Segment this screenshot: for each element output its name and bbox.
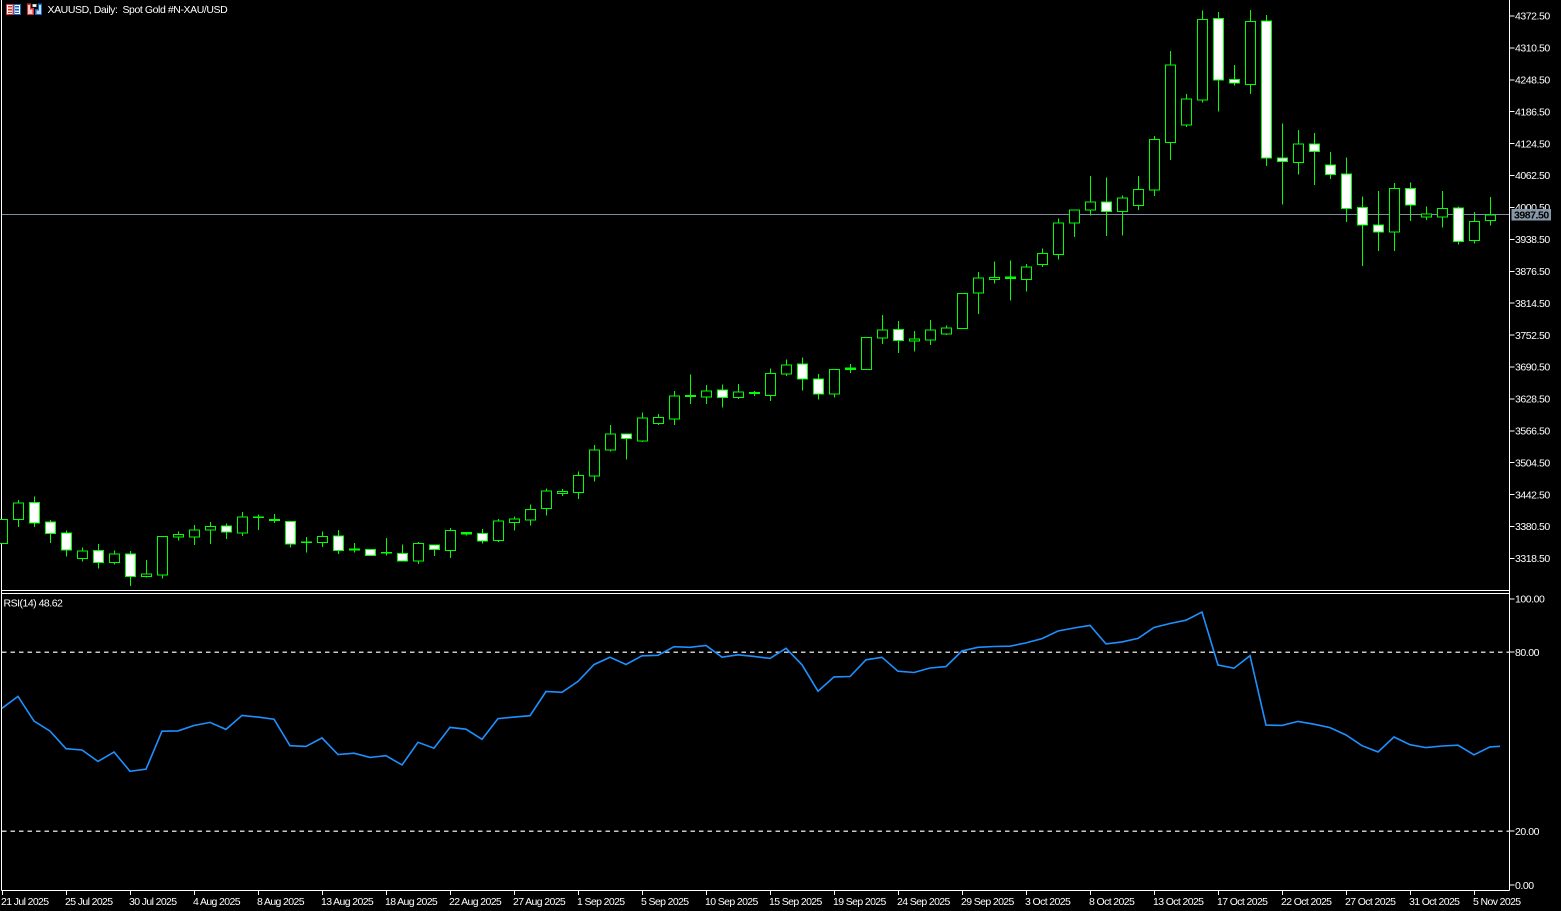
svg-text:25 Jul 2025: 25 Jul 2025 <box>65 896 113 908</box>
svg-text:3987.50: 3987.50 <box>1514 210 1549 222</box>
svg-text:3 Oct 2025: 3 Oct 2025 <box>1025 896 1071 908</box>
svg-text:80.00: 80.00 <box>1515 647 1540 659</box>
svg-text:RSI(14) 48.62: RSI(14) 48.62 <box>4 597 64 609</box>
svg-text:29 Sep 2025: 29 Sep 2025 <box>961 896 1015 908</box>
svg-text:3814.50: 3814.50 <box>1515 298 1550 310</box>
svg-text:3938.50: 3938.50 <box>1515 234 1550 246</box>
svg-text:3318.50: 3318.50 <box>1515 553 1550 565</box>
svg-text:13 Oct 2025: 13 Oct 2025 <box>1153 896 1204 908</box>
svg-text:13 Aug 2025: 13 Aug 2025 <box>321 896 374 908</box>
svg-text:4124.50: 4124.50 <box>1515 138 1550 150</box>
svg-text:4186.50: 4186.50 <box>1515 106 1550 118</box>
svg-text:100.00: 100.00 <box>1515 594 1545 606</box>
svg-text:8 Aug 2025: 8 Aug 2025 <box>257 896 305 908</box>
svg-text:27 Oct 2025: 27 Oct 2025 <box>1345 896 1396 908</box>
svg-text:30 Jul 2025: 30 Jul 2025 <box>129 896 177 908</box>
svg-text:20.00: 20.00 <box>1515 826 1540 838</box>
svg-text:3566.50: 3566.50 <box>1515 426 1550 438</box>
svg-text:3504.50: 3504.50 <box>1515 457 1550 469</box>
svg-text:0.00: 0.00 <box>1515 880 1534 892</box>
svg-text:15 Sep 2025: 15 Sep 2025 <box>769 896 823 908</box>
svg-text:3442.50: 3442.50 <box>1515 489 1550 501</box>
svg-text:3876.50: 3876.50 <box>1515 266 1550 278</box>
svg-text:10 Sep 2025: 10 Sep 2025 <box>705 896 759 908</box>
svg-text:5 Nov 2025: 5 Nov 2025 <box>1473 896 1521 908</box>
svg-text:4062.50: 4062.50 <box>1515 170 1550 182</box>
svg-text:27 Aug 2025: 27 Aug 2025 <box>513 896 566 908</box>
svg-text:1 Sep 2025: 1 Sep 2025 <box>577 896 625 908</box>
svg-text:22 Oct 2025: 22 Oct 2025 <box>1281 896 1332 908</box>
svg-text:21 Jul 2025: 21 Jul 2025 <box>1 896 49 908</box>
svg-text:4310.50: 4310.50 <box>1515 43 1550 55</box>
svg-text:3690.50: 3690.50 <box>1515 362 1550 374</box>
svg-text:22 Aug 2025: 22 Aug 2025 <box>449 896 502 908</box>
svg-text:4372.50: 4372.50 <box>1515 11 1550 23</box>
svg-text:3752.50: 3752.50 <box>1515 330 1550 342</box>
svg-text:24 Sep 2025: 24 Sep 2025 <box>897 896 951 908</box>
svg-text:4 Aug 2025: 4 Aug 2025 <box>193 896 241 908</box>
svg-text:19 Sep 2025: 19 Sep 2025 <box>833 896 887 908</box>
svg-text:17 Oct 2025: 17 Oct 2025 <box>1217 896 1268 908</box>
svg-text:3628.50: 3628.50 <box>1515 394 1550 406</box>
svg-text:XAUUSD, Daily: Spot Gold #N-X: XAUUSD, Daily: Spot Gold #N-XAU/USD <box>48 4 229 16</box>
svg-text:31 Oct 2025: 31 Oct 2025 <box>1409 896 1460 908</box>
svg-text:18 Aug 2025: 18 Aug 2025 <box>385 896 438 908</box>
svg-text:4248.50: 4248.50 <box>1515 75 1550 87</box>
svg-text:5 Sep 2025: 5 Sep 2025 <box>641 896 689 908</box>
svg-text:3380.50: 3380.50 <box>1515 521 1550 533</box>
svg-text:8 Oct 2025: 8 Oct 2025 <box>1089 896 1135 908</box>
